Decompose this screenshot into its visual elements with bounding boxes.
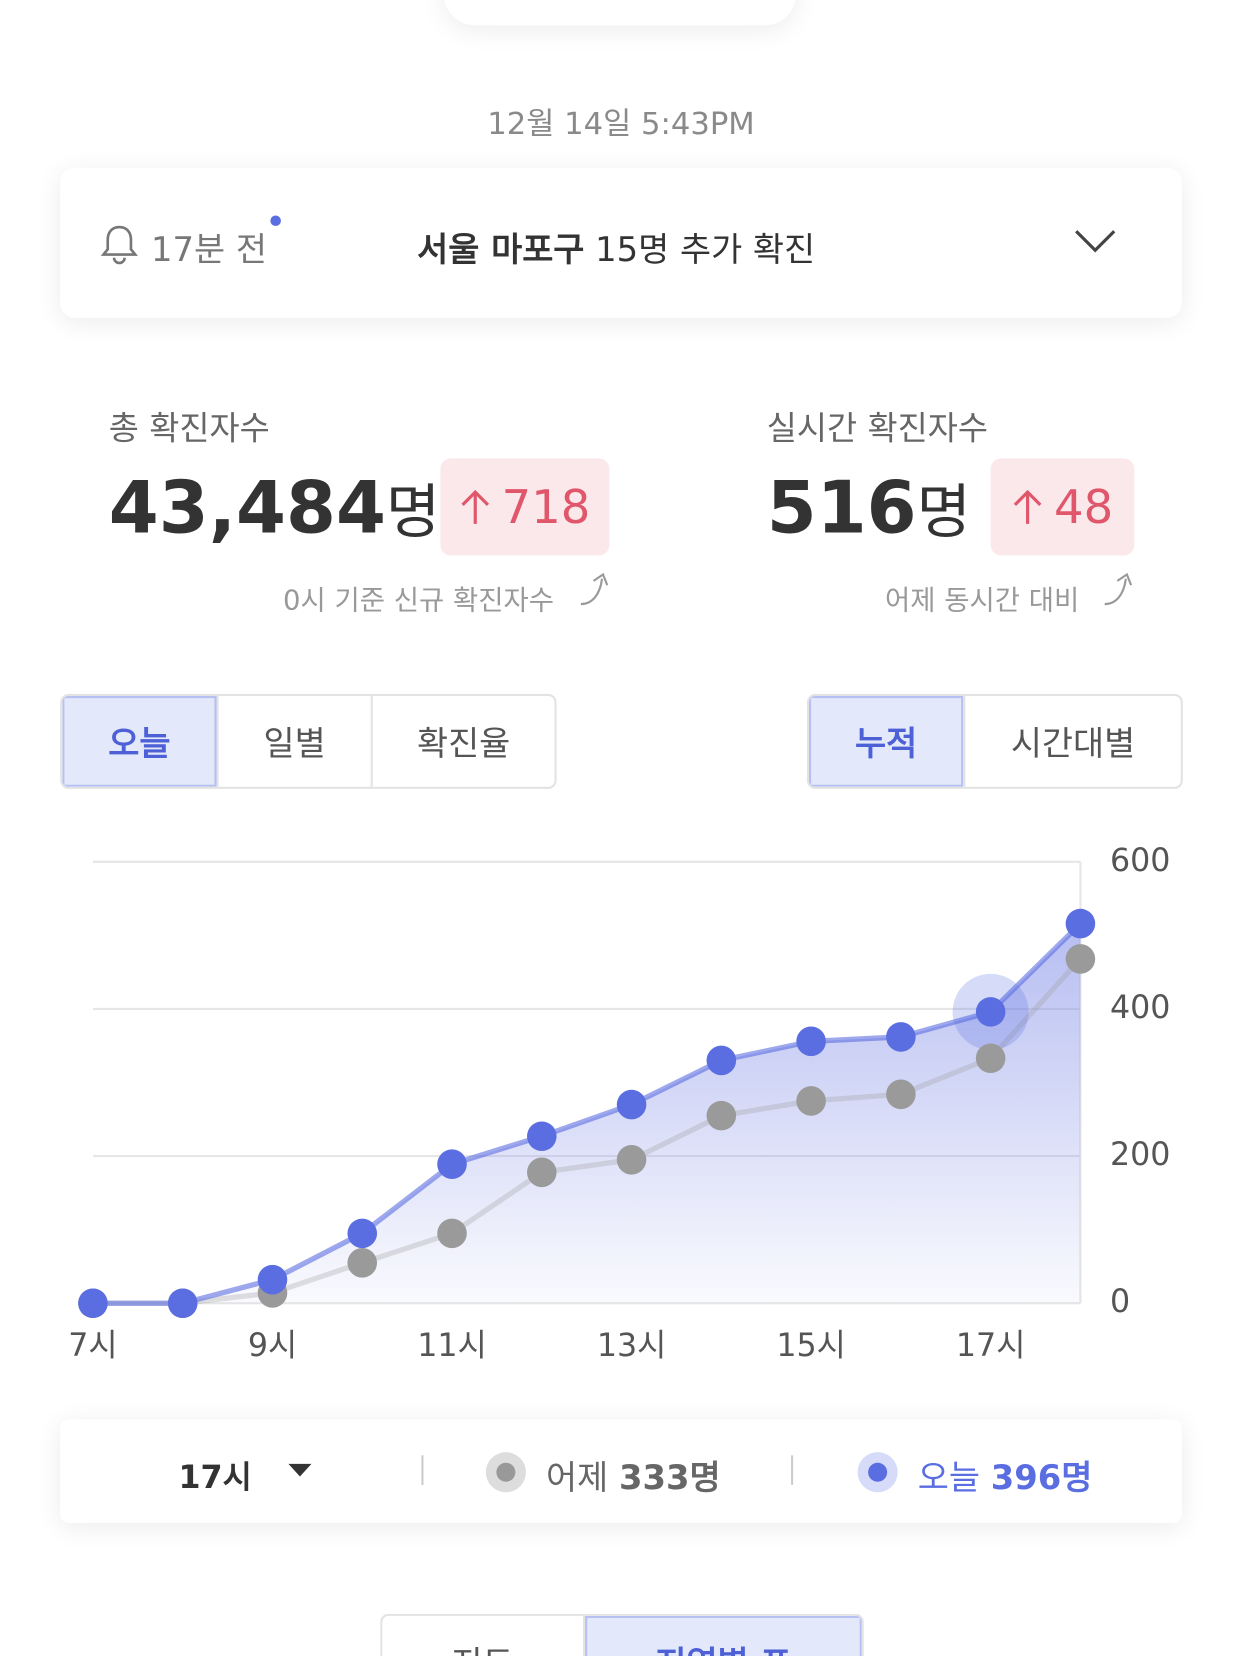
dropdown-icon[interactable] — [288, 1463, 313, 1479]
y-tick-label: 400 — [1110, 990, 1170, 1026]
area — [92, 923, 1081, 1304]
bell-icon — [100, 225, 138, 265]
stat-note: 어제 동시간 대비 — [885, 585, 1080, 617]
point — [257, 1264, 288, 1295]
point — [437, 1218, 467, 1249]
point — [1065, 908, 1096, 939]
divider — [421, 1455, 424, 1485]
series-line — [92, 921, 1083, 1306]
yesterday-value: 333명 — [618, 1457, 721, 1498]
series-line — [92, 957, 1083, 1306]
point — [886, 1022, 916, 1052]
point — [975, 997, 1006, 1027]
y-tick-label: 0 — [1110, 1284, 1130, 1320]
point — [1065, 944, 1096, 974]
hour-select[interactable]: 17시 — [178, 1459, 252, 1497]
point — [527, 1121, 557, 1152]
mode-tabs: 누적 시간대별 — [806, 693, 1183, 789]
x-tick-label: 9시 — [248, 1328, 297, 1364]
stat-unit: 명 — [916, 478, 972, 548]
x-tick-label: 15시 — [776, 1328, 845, 1364]
top-toggle[interactable] — [443, 0, 797, 26]
bottom-tabs: 지도 지역별 표 — [380, 1613, 864, 1656]
up-arrow — [1013, 489, 1042, 524]
today-info: 오늘 396명 — [918, 1451, 1093, 1500]
note-arrow — [580, 572, 609, 606]
x-tick-label: 7시 — [68, 1328, 117, 1364]
notice-message: 15명 추가 확진 — [595, 229, 816, 270]
stat-number: 516 — [766, 466, 917, 551]
yesterday-label: 어제 — [546, 1457, 609, 1498]
stat-value: 43,484명 — [108, 465, 441, 551]
divider — [791, 1455, 794, 1485]
notice-time: 17분 전 — [151, 229, 267, 270]
timestamp: 12월 14일 5:43PM — [487, 105, 755, 142]
note-arrow — [1104, 572, 1133, 606]
point — [347, 1218, 378, 1249]
tab[interactable]: 일별 — [219, 695, 373, 787]
point — [527, 1157, 557, 1188]
point — [706, 1045, 737, 1076]
stat-label: 총 확진자수 — [108, 409, 270, 448]
stat-number: 43,484 — [108, 466, 386, 551]
point — [706, 1100, 737, 1131]
notice-card[interactable]: 17분 전 서울 마포구 15명 추가 확진 — [60, 167, 1182, 318]
point — [78, 1288, 108, 1319]
stat-value: 516명 — [766, 465, 972, 551]
point — [796, 1086, 826, 1116]
point — [347, 1247, 378, 1278]
point — [886, 1079, 916, 1110]
x-tick-label: 11시 — [417, 1328, 486, 1364]
chart: 0 200 400 600 7시 9시 11시 13시 15시 17시 — [68, 843, 1170, 1364]
yesterday-dot — [485, 1452, 526, 1493]
change-value: 718 — [501, 480, 591, 534]
point — [616, 1089, 647, 1120]
tab[interactable]: 지역별 표 — [585, 1615, 862, 1656]
today-label: 오늘 — [917, 1457, 980, 1498]
y-tick-label: 200 — [1110, 1137, 1170, 1173]
notice-region: 서울 마포구 — [417, 229, 585, 270]
expand-icon[interactable] — [1074, 227, 1116, 257]
point — [975, 1043, 1006, 1074]
up-arrow — [461, 489, 490, 524]
tab[interactable]: 확진율 — [416, 723, 511, 764]
stat-label: 실시간 확진자수 — [766, 409, 989, 448]
change-value: 48 — [1054, 480, 1114, 534]
stat-unit: 명 — [385, 478, 441, 548]
tab[interactable]: 누적 — [808, 695, 966, 787]
change-badge: 718 — [440, 458, 610, 556]
new-dot — [270, 215, 281, 227]
point — [167, 1288, 198, 1319]
x-tick-label: 17시 — [956, 1328, 1025, 1364]
point — [796, 1026, 826, 1057]
point — [616, 1144, 647, 1175]
point — [437, 1149, 467, 1179]
tab[interactable]: 지도 — [382, 1615, 586, 1656]
yesterday-info: 어제 333명 — [546, 1451, 721, 1500]
tab[interactable]: 시간대별 — [1010, 723, 1136, 764]
tab[interactable]: 오늘 — [62, 695, 219, 787]
today-dot — [857, 1452, 898, 1493]
y-tick-label: 600 — [1110, 843, 1170, 879]
today-value: 396명 — [990, 1457, 1093, 1498]
x-tick-label: 13시 — [597, 1328, 666, 1364]
notice-text: 서울 마포구 15명 추가 확진 — [417, 223, 815, 272]
stat-note: 0시 기준 신규 확진자수 — [283, 585, 555, 617]
change-badge: 48 — [990, 458, 1135, 556]
period-tabs: 오늘 일별 확진율 — [60, 693, 557, 789]
selection-bar: 17시 어제 333명 오늘 396명 — [60, 1419, 1182, 1523]
